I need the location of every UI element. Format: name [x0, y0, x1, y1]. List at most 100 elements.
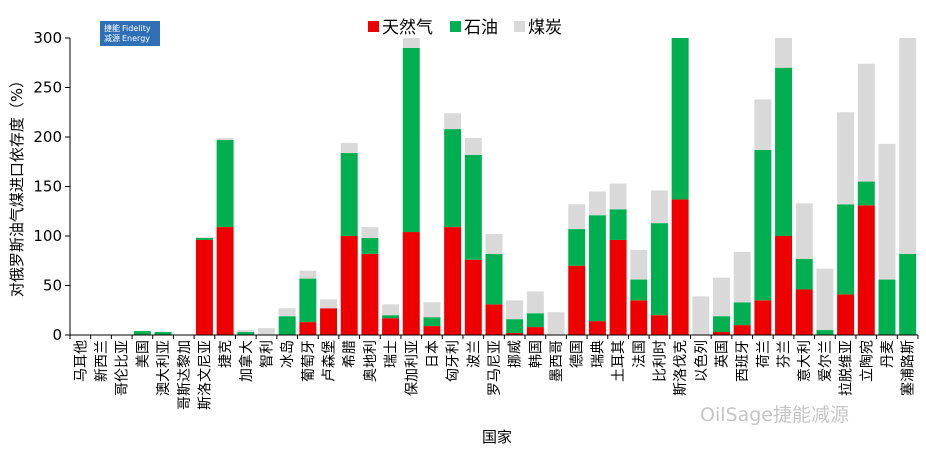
bar-segment: [837, 204, 855, 295]
category-label: 波兰: [466, 340, 482, 368]
bar-segment: [237, 330, 255, 333]
category-label: 塞浦路斯: [900, 340, 917, 396]
bar-segment: [402, 232, 420, 335]
category-label: 立陶宛: [859, 340, 875, 382]
bar-segment: [588, 191, 606, 216]
bar-segment: [237, 332, 255, 335]
bar-segment: [382, 315, 400, 319]
category-label: 芬兰: [777, 340, 793, 368]
category-label: 土耳其: [611, 340, 627, 382]
bar-segment: [423, 302, 441, 318]
bar-segment: [444, 227, 462, 335]
legend-label: 煤炭: [528, 18, 562, 38]
category-label: 墨西哥: [549, 340, 565, 382]
bar-segment: [713, 332, 730, 335]
category-label: 葡萄牙: [301, 340, 317, 382]
category-label: 捷克: [218, 340, 234, 368]
bar-segment: [526, 313, 544, 328]
bar-segment: [547, 312, 565, 335]
category-label: 瑞士: [384, 340, 400, 368]
bar-segment: [485, 253, 503, 305]
category-label: 哥斯达黎加: [177, 340, 193, 410]
bar-segment: [299, 270, 317, 279]
bar-segment: [857, 205, 875, 335]
bar-segment: [506, 300, 524, 320]
category-label: 意大利: [796, 340, 813, 382]
bar-segment: [340, 152, 358, 236]
bar-segment: [216, 227, 234, 335]
category-label: 以色列: [693, 340, 710, 382]
bar-segment: [154, 332, 172, 335]
bar-segment: [195, 239, 213, 335]
bar-segment: [320, 308, 338, 335]
bar-segment: [878, 143, 896, 280]
legend-label: 天然气: [382, 18, 433, 38]
category-label: 法国: [632, 340, 648, 368]
y-tick-label: 150: [33, 178, 62, 196]
bar-segment: [609, 239, 627, 335]
category-label: 斯洛伐克: [673, 340, 689, 396]
bar-segment: [899, 38, 917, 254]
category-label: 斯洛文尼亚: [197, 340, 213, 410]
category-label: 日本: [425, 340, 441, 368]
bar-segment: [733, 302, 751, 326]
bar-segment: [444, 129, 462, 228]
bar-segment: [485, 234, 503, 254]
bar-segment: [713, 277, 730, 317]
bar-segment: [423, 317, 441, 327]
y-tick-label: 100: [33, 227, 62, 245]
category-label: 智利: [259, 340, 275, 368]
bar-segment: [630, 300, 648, 335]
bar-segment: [588, 215, 606, 322]
logo-en-text: Fidelity Energy: [122, 24, 151, 43]
category-label: 德国: [570, 340, 586, 368]
category-label: 西班牙: [735, 340, 751, 382]
category-label: 新西兰: [94, 340, 110, 382]
bar-segment: [630, 279, 648, 301]
bar-segment: [506, 333, 524, 335]
bar-segment: [671, 38, 689, 200]
bar-segment: [568, 204, 586, 230]
bar-segment: [506, 319, 524, 334]
bar-segment: [195, 236, 213, 238]
bar-segment: [754, 149, 772, 301]
bar-segment: [402, 47, 420, 233]
y-tick-label: 250: [33, 79, 62, 97]
legend-swatch: [368, 21, 379, 32]
bar-segment: [423, 326, 441, 335]
bar-segment: [361, 237, 379, 254]
bar-segment: [216, 139, 234, 228]
bar-segment: [754, 300, 772, 335]
category-label: 卢森堡: [322, 340, 338, 382]
y-axis-label: 对俄罗斯油气煤进口依存度（%）: [8, 73, 26, 297]
bar-segment: [320, 299, 338, 309]
bar-segment: [650, 315, 668, 335]
category-label: 荷兰: [756, 340, 772, 368]
bar-segment: [464, 259, 482, 335]
fidelity-energy-logo: 捷能 减源 Fidelity Energy: [100, 21, 160, 46]
x-axis-label: 国家: [482, 428, 512, 446]
bar-segment: [671, 199, 689, 335]
bar-segment: [857, 63, 875, 182]
bar-segment: [361, 227, 379, 238]
bar-segment: [485, 304, 503, 335]
bar-segment: [837, 294, 855, 335]
category-label: 罗马尼亚: [487, 340, 503, 396]
category-label: 加拿大: [238, 340, 255, 382]
category-label: 英国: [714, 340, 731, 368]
bar-segment: [837, 112, 855, 205]
bar-segment: [278, 308, 296, 317]
bar-segment: [816, 268, 834, 331]
category-label: 丹麦: [880, 340, 896, 368]
bar-segment: [899, 253, 917, 335]
category-label: 瑞典: [590, 340, 606, 368]
logo-cn-text: 捷能 减源: [104, 24, 120, 43]
bar-segment: [464, 137, 482, 155]
bar-segment: [361, 253, 379, 335]
category-label: 希腊: [342, 340, 358, 368]
bar-segment: [382, 304, 400, 316]
bar-segment: [630, 249, 648, 280]
bar-segment: [609, 183, 627, 210]
category-label: 拉脱维亚: [839, 340, 855, 396]
bar-segment: [733, 251, 751, 303]
